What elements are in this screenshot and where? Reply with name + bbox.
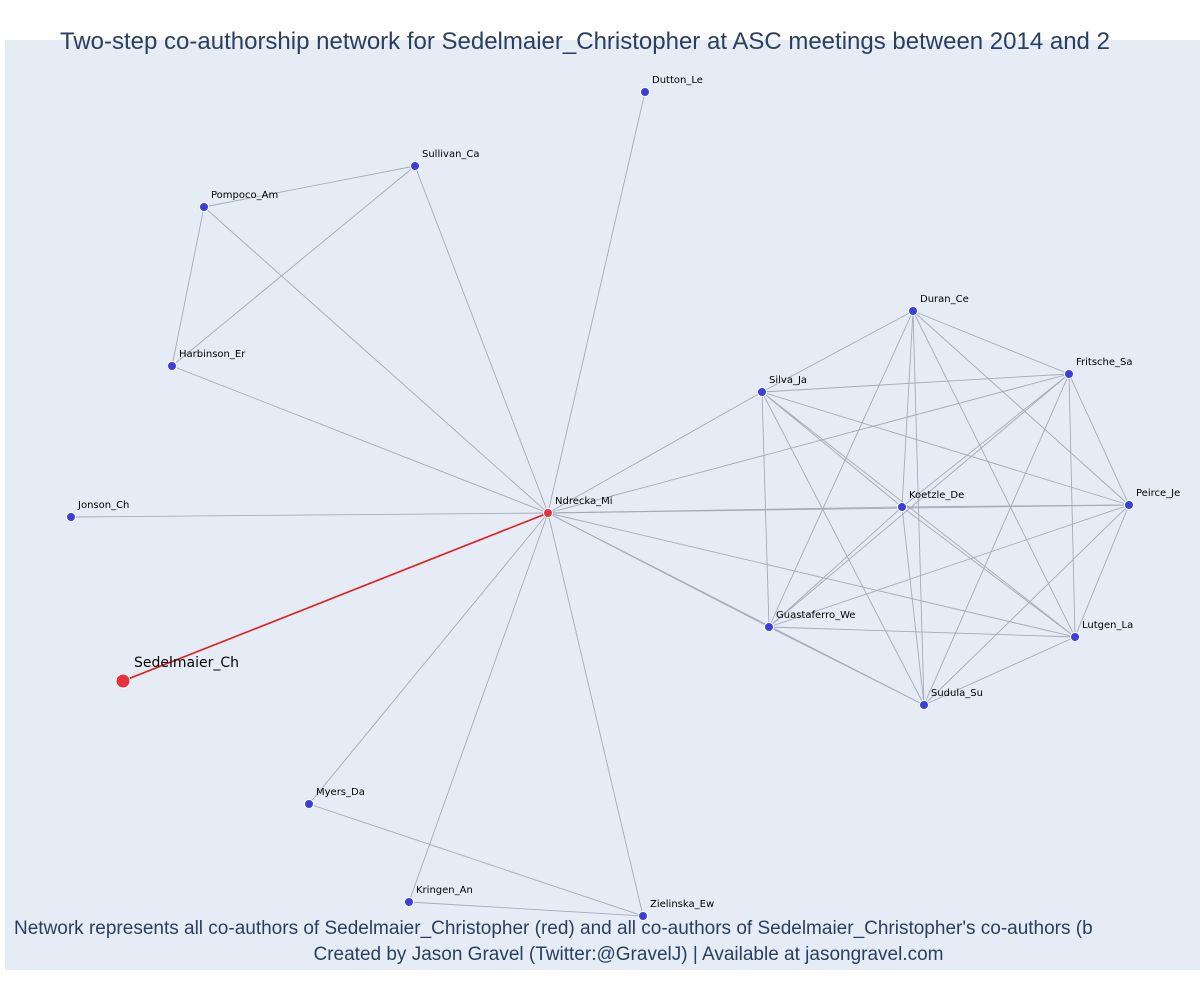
edge-koetzle-de--sudula-su — [901, 506, 925, 706]
edge-silva-ja--koetzle-de — [761, 391, 903, 508]
edge-ndrecka-mi--myers-da — [308, 512, 549, 805]
edge-silva-ja--peirce-je — [761, 391, 1130, 506]
edge-ndrecka-mi--harbinson-er — [171, 365, 549, 514]
edge-fritsche-sa--peirce-je — [1068, 373, 1130, 506]
edges-layer — [70, 91, 1130, 917]
node-fritsche-sa[interactable] — [1064, 369, 1074, 379]
edge-ndrecka-mi--zielinska-ew — [547, 512, 644, 917]
node-harbinson-er[interactable] — [167, 361, 177, 371]
node-label-fritsche-sa: Fritsche_Sa — [1076, 357, 1133, 368]
caption-line-1: Network represents all co-authors of Sed… — [14, 918, 1093, 939]
node-myers-da[interactable] — [304, 799, 314, 809]
edge-koetzle-de--guastaferro-we — [768, 506, 903, 628]
edge-peirce-je--sudula-su — [923, 504, 1130, 706]
edge-ndrecka-mi--pompoco-am — [203, 206, 549, 514]
edge-kringen-an--zielinska-ew — [408, 901, 644, 917]
node-label-sudula-su: Sudula_Su — [931, 688, 983, 699]
focal-edge — [122, 512, 549, 682]
edge-ndrecka-mi--peirce-je — [547, 504, 1130, 514]
edge-duran-ce--sudula-su — [912, 310, 925, 706]
edge-ndrecka-mi--dutton-le — [547, 91, 646, 514]
plot-background — [5, 40, 1200, 970]
edge-peirce-je--lutgen-la — [1074, 504, 1130, 638]
node-sullivan-ca[interactable] — [410, 161, 420, 171]
edge-peirce-je--guastaferro-we — [768, 504, 1130, 628]
node-label-dutton-le: Dutton_Le — [652, 75, 703, 86]
edge-pompoco-am--harbinson-er — [171, 206, 205, 367]
node-guastaferro-we[interactable] — [764, 622, 774, 632]
node-label-myers-da: Myers_Da — [316, 787, 365, 798]
edge-guastaferro-we--lutgen-la — [768, 626, 1076, 638]
node-zielinska-ew[interactable] — [638, 911, 648, 921]
node-label-sedelmaier-ch: Sedelmaier_Ch — [134, 655, 239, 671]
node-label-lutgen-la: Lutgen_La — [1082, 620, 1133, 631]
node-sedelmaier-ch[interactable] — [115, 673, 131, 689]
edge-fritsche-sa--guastaferro-we — [768, 373, 1070, 628]
node-ndrecka-mi[interactable] — [543, 508, 553, 518]
edge-lutgen-la--sudula-su — [923, 636, 1076, 706]
edge-ndrecka-mi--lutgen-la — [547, 512, 1076, 638]
caption-line-2: Created by Jason Gravel (Twitter:@Gravel… — [313, 944, 944, 965]
node-label-kringen-an: Kringen_An — [416, 885, 473, 896]
edge-duran-ce--guastaferro-we — [768, 310, 914, 628]
node-label-silva-ja: Silva_Ja — [769, 375, 807, 386]
edge-duran-ce--lutgen-la — [912, 310, 1076, 638]
node-label-guastaferro-we: Guastaferro_We — [776, 610, 856, 621]
edge-ndrecka-mi--jonson-ch — [70, 512, 549, 518]
node-jonson-ch[interactable] — [66, 512, 76, 522]
edge-duran-ce--silva-ja — [761, 310, 914, 393]
edge-guastaferro-we--sudula-su — [768, 626, 925, 706]
node-duran-ce[interactable] — [908, 306, 918, 316]
edge-ndrecka-mi--kringen-an — [408, 512, 549, 903]
edge-silva-ja--fritsche-sa — [761, 373, 1070, 393]
edge-ndrecka-mi--sullivan-ca — [414, 165, 549, 514]
focal-edge-layer — [122, 512, 549, 682]
labels-layer: Sedelmaier_Ch Ndrecka_Mi Dutton_Le Sullivan… — [77, 75, 1180, 910]
node-label-sullivan-ca: Sullivan_Ca — [422, 149, 480, 160]
node-sudula-su[interactable] — [919, 700, 929, 710]
node-label-ndrecka-mi: Ndrecka_Mi — [555, 496, 613, 507]
edge-koetzle-de--peirce-je — [901, 504, 1130, 508]
chart-title: Two-step co-authorship network for Sedel… — [60, 28, 1110, 55]
edge-silva-ja--guastaferro-we — [761, 391, 770, 628]
edge-fritsche-sa--sudula-su — [923, 373, 1070, 706]
node-label-jonson-ch: Jonson_Ch — [77, 500, 129, 511]
edge-myers-da--zielinska-ew — [308, 803, 644, 917]
edge-duran-ce--koetzle-de — [901, 310, 914, 508]
edge-sullivan-ca--pompoco-am — [203, 165, 416, 208]
edge-duran-ce--fritsche-sa — [912, 310, 1070, 375]
node-dutton-le[interactable] — [640, 87, 650, 97]
edge-koetzle-de--lutgen-la — [901, 506, 1076, 638]
node-lutgen-la[interactable] — [1070, 632, 1080, 642]
edge-fritsche-sa--koetzle-de — [901, 373, 1070, 508]
node-label-harbinson-er: Harbinson_Er — [179, 349, 246, 360]
node-koetzle-de[interactable] — [897, 502, 907, 512]
edge-ndrecka-mi--silva-ja — [547, 391, 763, 514]
nodes-layer — [66, 87, 1134, 921]
node-label-pompoco-am: Pompoco_Am — [211, 190, 278, 201]
node-label-peirce-je: Peirce_Je — [1136, 488, 1180, 499]
edge-ndrecka-mi--fritsche-sa — [547, 373, 1070, 514]
node-kringen-an[interactable] — [404, 897, 414, 907]
node-label-koetzle-de: Koetzle_De — [909, 490, 964, 501]
edge-sullivan-ca--harbinson-er — [171, 165, 416, 367]
edge-duran-ce--peirce-je — [912, 310, 1130, 506]
node-silva-ja[interactable] — [757, 387, 767, 397]
node-pompoco-am[interactable] — [199, 202, 209, 212]
node-peirce-je[interactable] — [1124, 500, 1134, 510]
edge-silva-ja--lutgen-la — [761, 391, 1076, 638]
edge-silva-ja--sudula-su — [761, 391, 925, 706]
node-label-zielinska-ew: Zielinska_Ew — [650, 899, 714, 910]
node-label-duran-ce: Duran_Ce — [920, 294, 969, 305]
